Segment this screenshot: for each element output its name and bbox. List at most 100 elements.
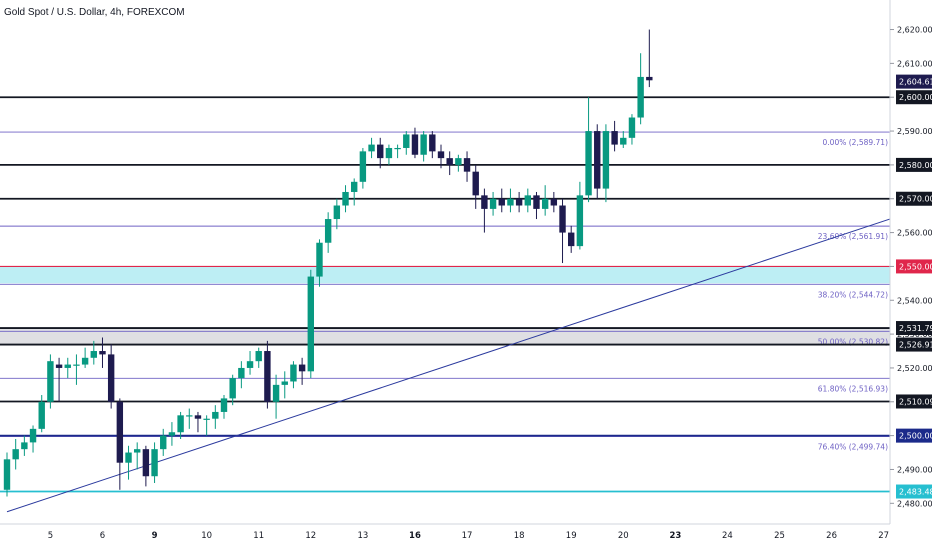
candle-body xyxy=(377,144,384,159)
candle-body xyxy=(151,449,158,477)
candle-body xyxy=(298,364,306,372)
x-tick-label: 6 xyxy=(100,531,105,541)
current-price-tag xyxy=(896,74,932,89)
candle-body xyxy=(238,367,245,379)
candle-body xyxy=(620,137,627,145)
candle-body xyxy=(455,158,462,165)
candle-body xyxy=(541,198,549,209)
candle-body xyxy=(533,195,540,209)
x-tick-label: 9 xyxy=(152,531,158,541)
x-tick-label: 24 xyxy=(722,531,733,541)
candle-body xyxy=(12,449,19,460)
x-tick-label: 12 xyxy=(305,531,316,541)
candle-body xyxy=(229,378,236,399)
candle-body xyxy=(194,415,202,419)
fib-label: 38.20% (2,544.72) xyxy=(818,290,888,299)
candle-body xyxy=(489,198,497,209)
y-tick-label: 2,560.00 xyxy=(897,229,932,238)
y-tick-label: 2,620.00 xyxy=(897,26,932,35)
candle-body xyxy=(342,191,349,206)
x-tick-label: 27 xyxy=(878,531,889,541)
candle-body xyxy=(21,442,28,450)
candle-body xyxy=(281,381,288,385)
candle-body xyxy=(576,195,584,247)
x-tick-label: 10 xyxy=(201,531,212,541)
price-tag xyxy=(896,191,932,206)
y-tick-label: 2,590.00 xyxy=(897,127,932,136)
candle-body xyxy=(585,131,592,196)
price-tag-label: 2,600.00 xyxy=(899,93,932,102)
candle-body xyxy=(316,242,323,277)
y-tick-label: 2,480.00 xyxy=(897,499,932,508)
zone-band xyxy=(0,266,890,284)
candle-body xyxy=(134,449,141,453)
candle-body xyxy=(212,411,219,419)
candle-body xyxy=(594,131,601,189)
candle-body xyxy=(64,364,71,368)
candle-body xyxy=(324,219,332,243)
candle-body xyxy=(568,232,575,247)
price-tag-label: 2,580.00 xyxy=(899,161,932,170)
trendline xyxy=(6,204,932,513)
candle-body xyxy=(29,428,37,443)
candle-body xyxy=(559,205,566,233)
x-tick-label: 23 xyxy=(669,531,681,541)
candle-body xyxy=(611,131,618,145)
candle-body xyxy=(47,361,54,402)
y-tick-label: 2,540.00 xyxy=(897,296,932,305)
candle-body xyxy=(637,76,644,118)
candle-body xyxy=(429,134,436,152)
price-tag xyxy=(896,428,932,443)
candle-body xyxy=(99,351,106,355)
candle-body xyxy=(168,432,176,436)
x-tick-label: 5 xyxy=(48,531,53,541)
candle-body xyxy=(220,398,228,412)
x-tick-label: 26 xyxy=(826,531,837,541)
candle-body xyxy=(602,131,610,189)
price-tag-label: 2,510.09 xyxy=(899,397,932,406)
fib-label: 0.00% (2,589.71) xyxy=(823,138,889,147)
zone-band xyxy=(0,327,890,345)
candle-body xyxy=(437,151,445,159)
candle-body xyxy=(524,195,531,206)
candle-body xyxy=(272,384,280,402)
candle-body xyxy=(472,171,479,196)
candle-body xyxy=(186,415,193,417)
candle-body xyxy=(290,364,297,382)
candle-body xyxy=(359,151,367,182)
y-tick-label: 2,610.00 xyxy=(897,59,932,68)
candle-body xyxy=(507,198,514,206)
price-tag xyxy=(896,157,932,172)
fib-label: 23.60% (2,561.91) xyxy=(818,232,888,241)
price-tag xyxy=(896,259,932,274)
candle-body xyxy=(646,76,653,81)
candle-body xyxy=(446,158,453,165)
y-tick-label: 2,490.00 xyxy=(897,465,932,474)
candle-body xyxy=(246,361,254,368)
candle-body xyxy=(307,276,314,372)
candle-body xyxy=(411,134,419,155)
candle-body xyxy=(333,205,341,220)
y-tick-label: 2,520.00 xyxy=(897,364,932,373)
price-tag xyxy=(896,90,932,105)
candle-body xyxy=(385,147,393,159)
candle-body xyxy=(160,435,167,450)
price-tag xyxy=(896,484,932,499)
candle-body xyxy=(142,449,150,477)
candle-body xyxy=(498,198,505,206)
candle-body xyxy=(515,198,523,206)
price-tag-label: 2,483.48 xyxy=(899,488,932,497)
candle-body xyxy=(463,158,471,172)
candle-body xyxy=(394,147,401,150)
candle-body xyxy=(264,351,271,402)
candle-body xyxy=(177,415,184,433)
candle-body xyxy=(55,364,63,368)
x-tick-label: 25 xyxy=(774,531,785,541)
candle-body xyxy=(351,181,358,192)
x-tick-label: 18 xyxy=(514,531,525,541)
price-tag xyxy=(896,321,932,336)
candle-body xyxy=(403,134,410,148)
price-tag-label: 2,500.00 xyxy=(899,432,932,441)
